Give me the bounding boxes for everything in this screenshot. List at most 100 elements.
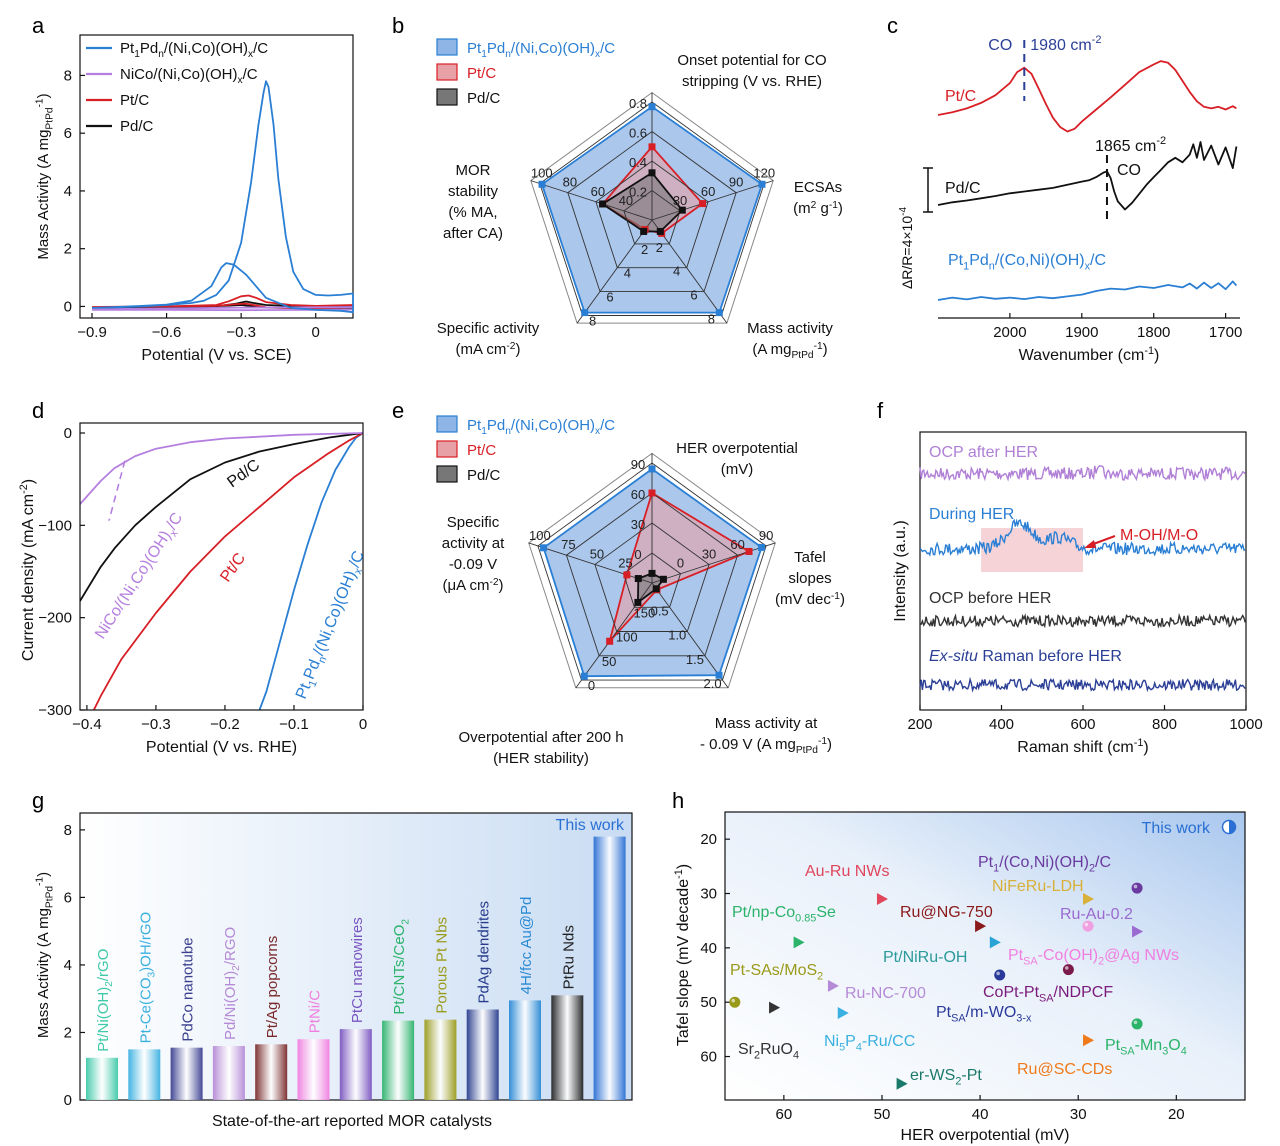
spectrum-line (937, 280, 1238, 301)
label-part: /NDPCF (1054, 984, 1114, 1001)
radar-point (634, 575, 642, 583)
radar-tick-label: 30 (631, 517, 645, 532)
scatter-label: NiFeRu-LDH (992, 878, 1084, 895)
scatter-label: Pt/np-Co0.85Se (732, 904, 836, 924)
label-part: ) (838, 200, 843, 217)
radar-axis-title: Specific activity (437, 320, 540, 337)
radar-tick-label: 30 (702, 546, 716, 561)
label-part: /(Ni,Co)(OH) (164, 40, 248, 57)
radar-point (648, 569, 656, 577)
label-part: Pt-SAs/MoS (730, 962, 817, 979)
raman-line (919, 518, 1246, 557)
radar-point (581, 309, 589, 317)
label-part: Pt/Ni(OH) (95, 987, 112, 1052)
y-tick-label: 8 (64, 67, 72, 84)
label-part: /C (346, 549, 368, 570)
label-ocp-before: OCP before HER (929, 590, 1051, 607)
x-tick-label: 600 (1070, 716, 1095, 733)
radar-axis-title: (mV) (721, 461, 754, 478)
legend-label: Pt/C (467, 442, 496, 459)
y-tick-label: −200 (38, 610, 72, 627)
label-part: Pt (293, 681, 315, 702)
label-part: Overpotential after 200 h (458, 729, 623, 746)
radar-spoke (651, 542, 776, 584)
label-part: Pt (467, 40, 482, 57)
panel-c-ir-spectra: 2000 1900 1800 1700 Wavenumber (cm-1) ΔR/R=4×… (898, 34, 1242, 364)
radar-axis-title: stability (448, 183, 499, 200)
x-tick-label: 1000 (1229, 716, 1262, 733)
scatter-point (896, 1077, 908, 1090)
panel-d-x-axis-label: Potential (V vs. RHE) (146, 739, 297, 756)
radar-tick-label: 120 (753, 166, 775, 181)
bar-label: Pt/Ag popcorns (264, 936, 281, 1039)
label-part: Wavenumber (cm (1019, 347, 1145, 364)
radar-axis-title: activity at (442, 535, 505, 552)
label-part: SA (1120, 1045, 1135, 1057)
label-part: 4H/fcc Au@Pd (518, 897, 535, 995)
radar-axis-title: stripping (V vs. RHE) (682, 73, 822, 90)
radar-tick-label: 0 (634, 547, 641, 562)
label-part: 2 (955, 1075, 961, 1087)
scatter-point (1131, 1018, 1143, 1030)
panel-h-x-axis-label: HER overpotential (mV) (901, 1127, 1070, 1144)
spectrum-line (937, 141, 1238, 211)
radar-tick-label: 25 (618, 556, 632, 571)
radar-tick-label: 0.2 (629, 185, 647, 200)
legend-swatch (436, 63, 458, 81)
label-part: n (989, 260, 995, 272)
series-line (91, 294, 354, 311)
radar-tick-label: 50 (602, 654, 616, 669)
panel-letter-c: c (887, 13, 898, 38)
label-part: Pt/Ag popcorns (264, 936, 281, 1039)
radar-axis-title: Overpotential after 200 h (458, 729, 623, 746)
label-part: SA (951, 1012, 966, 1024)
label-part: ) (20, 479, 37, 484)
label-part: Sr (738, 1041, 755, 1058)
label-part: @Ag NWs (1104, 947, 1179, 964)
radar-axis-title: after CA) (443, 225, 503, 242)
label-part: x (167, 527, 180, 539)
scatter-point (994, 969, 1006, 981)
label-part: Tafel (794, 549, 826, 566)
label-part: Tafel slope (mV decade (675, 879, 692, 1046)
radar-tick-label: 6 (690, 288, 697, 303)
label-part: PtCu nanowires (349, 917, 366, 1023)
label-part: -1 (673, 869, 685, 879)
label-part: ) (675, 864, 692, 869)
label-part: n (505, 49, 511, 60)
x-tick-label: −0.3 (141, 716, 171, 733)
label-part: 2 (1098, 955, 1104, 967)
label-part: Pd (487, 417, 505, 434)
y-tick-label: 0 (64, 425, 72, 442)
radar-grid-ring (622, 552, 682, 608)
label-part: 1 (963, 260, 969, 272)
panel-letter-d: d (32, 398, 44, 423)
radar-series-polygon (608, 491, 751, 642)
label-part: PtRu Nds (560, 925, 577, 989)
bar (509, 1000, 541, 1100)
panel-h-background (725, 812, 1245, 1100)
label-part: Pt (936, 1004, 952, 1021)
panel-g-bar-chart: 0 2 4 6 8 Mass Activity (A mgPtPd-1) State-of-… (34, 812, 633, 1130)
label-part: Pd/C (120, 118, 154, 135)
panel-e-radar-chart: 030609003060900.51.01.52.015010050025507… (436, 415, 845, 767)
x-tick-label: 400 (989, 716, 1014, 733)
panel-h-scatter-chart: 60 50 40 30 20 20 30 40 50 60 HER overpotential (m… (673, 811, 1246, 1144)
x-tick-label: −0.3 (226, 324, 256, 341)
scatter-highlight (731, 998, 736, 1003)
curve-label-ptpd: Pt1Pdn/(Co,Ni)(OH)x/C (948, 252, 1106, 272)
scatter-label: Ru@NG-750 (900, 904, 993, 921)
annot-1980: 1980 cm-2 (1030, 34, 1101, 54)
curve-label-pdc: Pd/C (945, 180, 981, 197)
scatter-label: Pt-SAs/MoS2 (730, 962, 823, 982)
panel-d-axes-frame (79, 422, 364, 711)
radar-point (678, 206, 686, 214)
annot-1865: 1865 cm-2 (1095, 135, 1166, 155)
label-part: Pt/C (217, 550, 249, 585)
y-tick-label: 0 (64, 298, 72, 315)
label-part: Ni (824, 1033, 839, 1050)
scatter-point (769, 1001, 781, 1014)
y-tick-label: 4 (64, 183, 72, 200)
bar-label: Pt-Ce(CO3)OH/rGO (137, 912, 157, 1044)
scatter-point (975, 920, 987, 933)
